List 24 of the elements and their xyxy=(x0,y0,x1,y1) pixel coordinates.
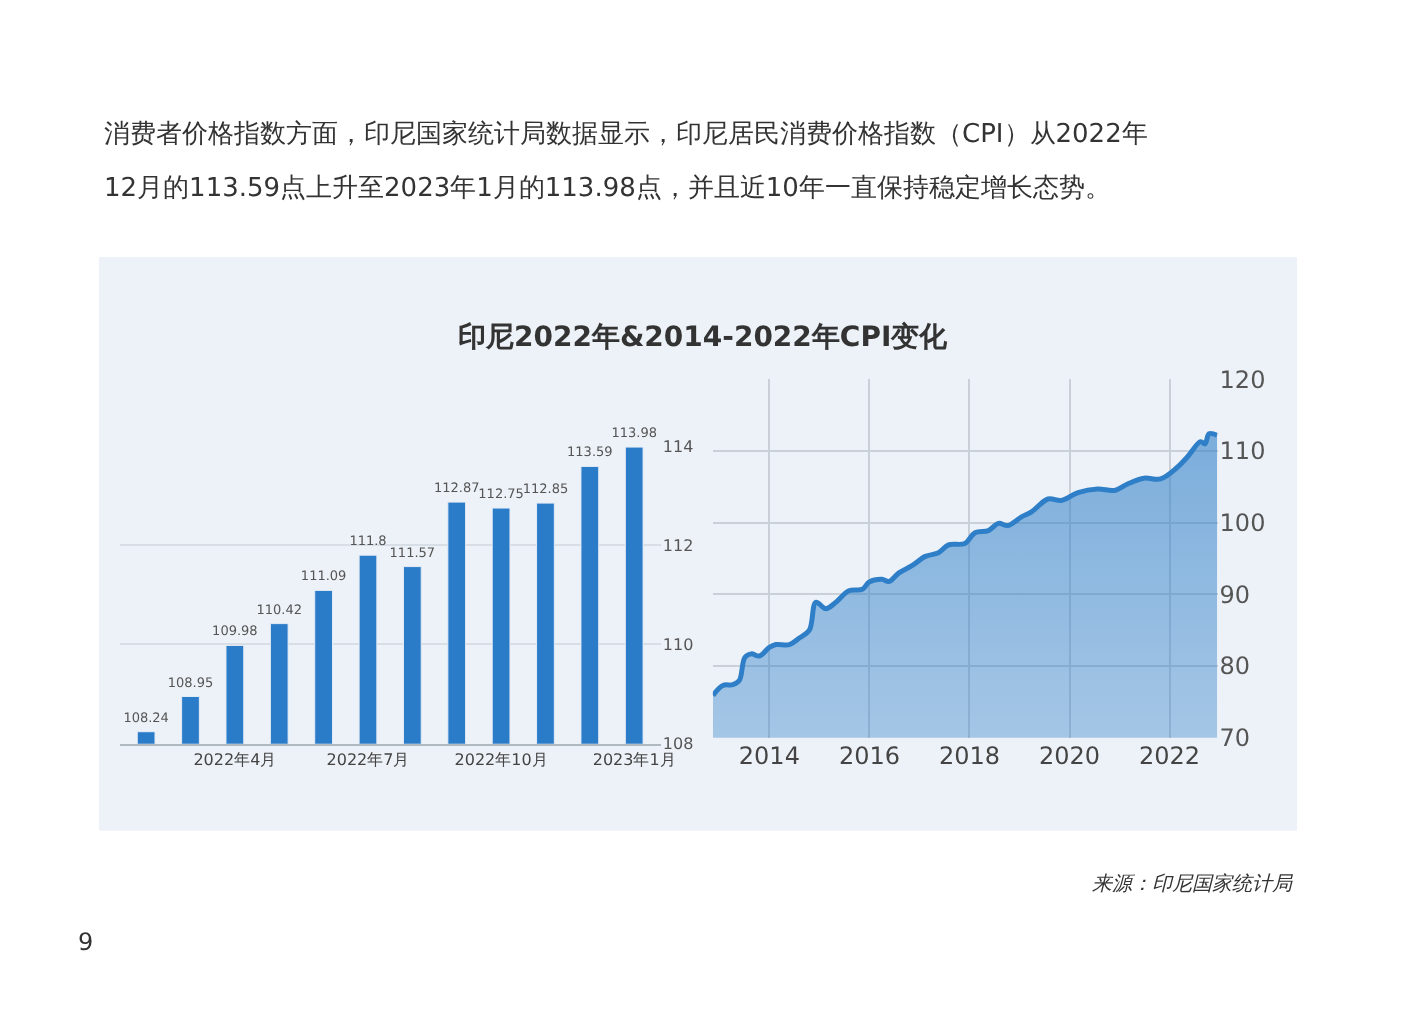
text: 9 xyxy=(78,928,94,956)
x-tick-label: 2022 xyxy=(1139,741,1201,770)
x-tick-label: 2022年7月 xyxy=(326,750,410,769)
x-tick-label: 2016 xyxy=(838,741,900,770)
y-tick-label: 112 xyxy=(662,536,694,555)
y-tick-label: 90 xyxy=(1219,580,1251,609)
x-tick-label: 2022年10月 xyxy=(454,750,548,769)
y-tick-label: 70 xyxy=(1219,724,1251,753)
y-tick-label: 110 xyxy=(662,636,694,655)
x-tick-label: 2022年4月 xyxy=(193,750,277,769)
y-tick-label: 100 xyxy=(1219,509,1266,538)
source-note: 来源：印尼国家统计局 xyxy=(1092,872,1294,896)
x-tick-label: 2023年1月 xyxy=(592,750,676,769)
y-tick-label: 110 xyxy=(1219,437,1266,466)
y-tick-label: 120 xyxy=(1219,365,1266,394)
y-tick-label: 114 xyxy=(662,437,694,456)
y-tick-label: 80 xyxy=(1219,652,1251,681)
text: 12月的113.59点上升至2023年1月的113.98点，并且近10年一直保持稳定增长态势。 xyxy=(104,174,1111,204)
chart-title: 印尼2022年&2014-2022年CPI变化 xyxy=(458,320,950,354)
y-tick-label: 108 xyxy=(662,735,694,754)
text: 消费者价格指数方面，印尼国家统计局数据显示，印尼居民消费价格指数（CPI）从2022年 xyxy=(104,118,1148,150)
x-tick-label: 2014 xyxy=(738,741,800,770)
x-tick-label: 2018 xyxy=(938,741,1001,770)
x-tick-label: 2020 xyxy=(1038,741,1101,770)
